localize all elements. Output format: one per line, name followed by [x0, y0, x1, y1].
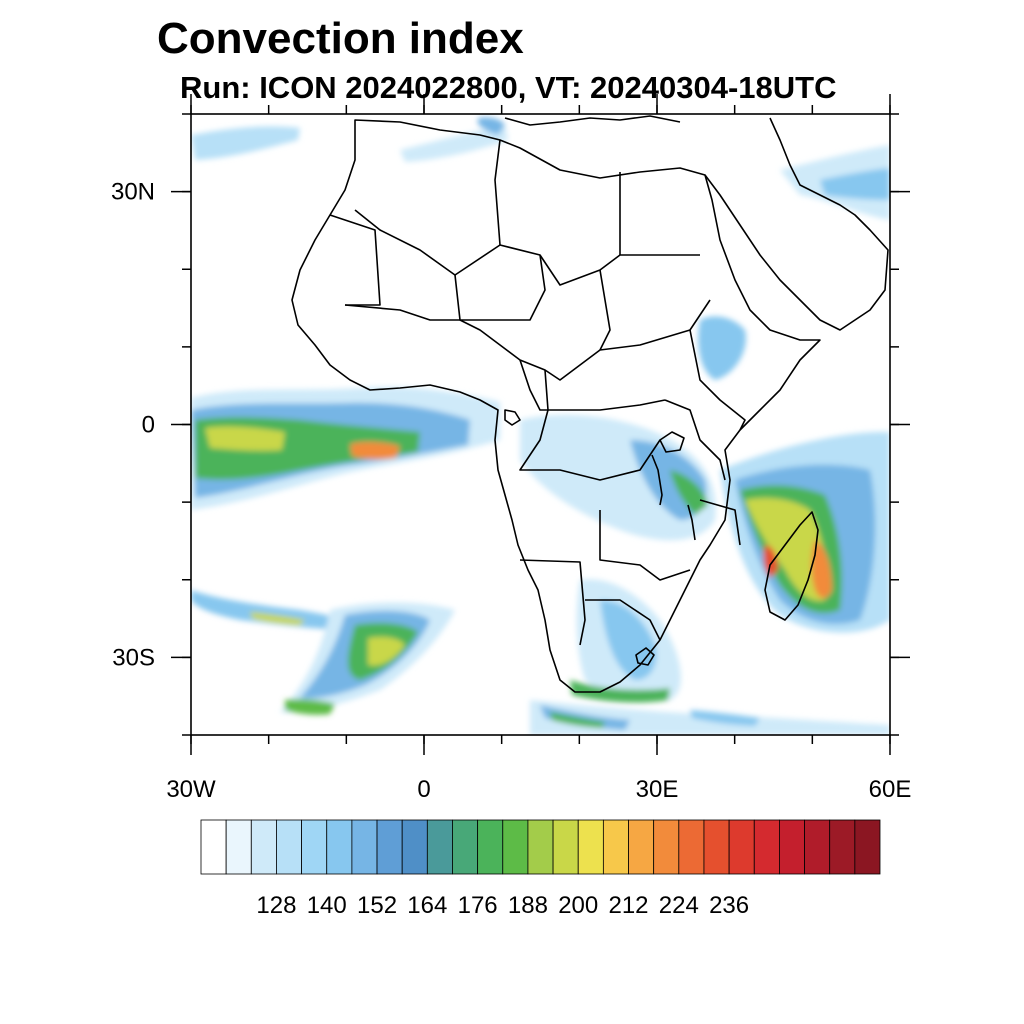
colorbar-swatch [703, 819, 730, 875]
border-west-2 [454, 254, 546, 321]
madagascar-orange [811, 540, 832, 599]
nw-streak-3 [478, 117, 505, 135]
border-east-1 [689, 329, 746, 431]
coastline-borders [291, 115, 889, 693]
border-sahel [344, 299, 711, 381]
lake-victoria [659, 431, 685, 453]
colorbar-swatch [276, 819, 302, 875]
colorbar-swatch [829, 819, 856, 875]
colorbar-swatch [552, 819, 579, 875]
colorbar-swatch [200, 819, 227, 875]
red-sea-arabia [704, 117, 889, 331]
colorbar-label: 128 [256, 892, 296, 919]
atlantic-band-yellow [205, 426, 285, 451]
colorbar-swatch [452, 819, 479, 875]
border-south-1 [519, 559, 586, 646]
border-central-2 [599, 269, 611, 351]
colorbar-label: 188 [508, 892, 548, 919]
border-central-3 [519, 369, 661, 481]
colorbar-swatch [527, 819, 554, 875]
sw-streak [191, 590, 360, 630]
border-sahara-2 [494, 139, 501, 246]
x-tick-label: 30W [166, 776, 216, 803]
nw-streak-1 [191, 126, 300, 160]
ethiopia-convection [698, 316, 746, 380]
border-east-2 [664, 399, 726, 481]
atlantic-band-orange [350, 441, 400, 460]
colorbar-swatch [779, 819, 805, 875]
sw-streak-yellow [250, 612, 305, 625]
x-tick-label: 60E [869, 776, 912, 803]
colorbar-swatch [854, 819, 881, 875]
y-tick-label: 30N [111, 179, 155, 206]
border-east-3 [699, 499, 741, 546]
colorbar-label: 224 [659, 892, 699, 919]
lake-malawi [687, 504, 696, 541]
axis-ticks [171, 94, 910, 755]
colorbar-swatch [376, 819, 403, 875]
mediterranean-north [504, 115, 681, 126]
southern-streak-right [690, 710, 760, 726]
colorbar-swatch [753, 819, 780, 875]
arabia-blue [820, 168, 890, 200]
madagascar-yellow [745, 498, 827, 601]
southern-streak-green [550, 712, 605, 728]
colorbar-label: 164 [407, 892, 447, 919]
colorbar-swatch [502, 819, 529, 875]
nw-streak-2 [400, 125, 508, 162]
colorbar-label: 212 [608, 892, 648, 919]
colorbar-labels: 128 140 152 164 176 188 200 212 224 236 [256, 892, 749, 919]
colorbar [200, 819, 881, 875]
colorbar-swatch [351, 819, 378, 875]
colorbar-swatch [477, 819, 504, 875]
y-tick-label: 0 [142, 412, 155, 439]
colorbar-label: 236 [709, 892, 749, 919]
colorbar-swatch [225, 819, 252, 875]
colorbar-swatch [577, 819, 604, 875]
map-title: Convection index [157, 14, 524, 63]
colorbar-swatch [426, 819, 453, 875]
lake-tanganyika [651, 454, 663, 506]
gulf-guinea-islands [504, 409, 521, 426]
convection-field [191, 117, 890, 735]
colorbar-swatch [678, 819, 705, 875]
colorbar-swatch [628, 819, 655, 875]
lakes-green [670, 470, 708, 515]
x-tick-label: 0 [417, 776, 430, 803]
colorbar-label: 140 [307, 892, 347, 919]
colorbar-swatch [728, 819, 755, 875]
south-africa-blue [600, 600, 657, 680]
colorbar-swatch [653, 819, 680, 875]
map-subtitle: Run: ICON 2024022800, VT: 20240304-18UTC [180, 70, 837, 105]
colorbar-label: 176 [458, 892, 498, 919]
colorbar-swatch [250, 819, 277, 875]
axis-tick-labels: 30W 0 30E 60E 30N 0 30S [111, 179, 911, 803]
colorbar-swatch [326, 819, 353, 875]
border-south-2 [599, 510, 691, 581]
sa-tail [285, 699, 335, 715]
south-africa-coast [570, 680, 670, 703]
colorbar-swatch [301, 819, 328, 875]
colorbar-swatch [804, 819, 831, 875]
border-sahara-1 [354, 209, 700, 286]
madagascar-red [763, 545, 778, 578]
colorbar-label: 152 [357, 892, 397, 919]
lesotho [635, 647, 655, 666]
madagascar-coast [764, 511, 819, 621]
border-central-1 [519, 359, 666, 411]
southern-streak-blue [540, 705, 630, 730]
south-atlantic-yellow [368, 636, 405, 666]
border-west-1 [329, 214, 381, 306]
x-tick-label: 30E [636, 776, 679, 803]
border-south-3 [585, 599, 661, 641]
y-tick-label: 30S [112, 644, 155, 671]
colorbar-swatch [401, 819, 428, 875]
colorbar-label: 200 [558, 892, 598, 919]
colorbar-swatch [602, 819, 629, 875]
